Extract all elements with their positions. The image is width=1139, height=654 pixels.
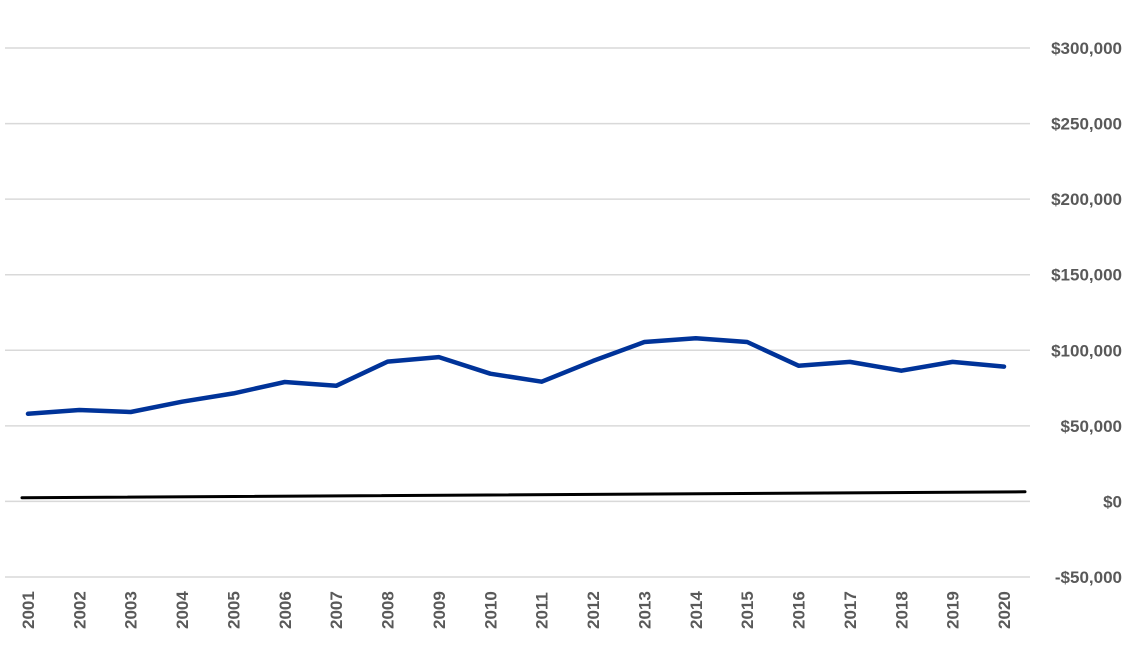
x-tick-label: 2015 — [738, 591, 757, 629]
x-axis-tick-labels: 2001 2002 2003 2004 2005 2006 2007 2008 2009 2010… — [19, 591, 1014, 629]
x-tick-label: 2014 — [687, 591, 706, 629]
x-tick-label: 2016 — [790, 591, 809, 629]
y-tick-label: $50,000 — [1061, 417, 1122, 436]
x-tick-label: 2018 — [892, 591, 911, 629]
y-tick-label: $150,000 — [1051, 266, 1122, 285]
y-axis-tick-labels: $300,000 $250,000 $200,000 $150,000 $100,000… — [1051, 39, 1122, 587]
x-tick-label: 2010 — [481, 591, 500, 629]
x-tick-label: 2004 — [173, 591, 192, 629]
x-tick-label: 2019 — [944, 591, 963, 629]
series-line-blue — [25, 335, 1007, 417]
y-tick-label: $0 — [1103, 492, 1122, 511]
y-tick-label: $100,000 — [1051, 341, 1122, 360]
x-tick-label: 2007 — [327, 591, 346, 629]
x-tick-label: 2008 — [379, 591, 398, 629]
series-line-black — [20, 490, 1027, 500]
series-lines — [20, 335, 1027, 500]
y-tick-label: -$50,000 — [1055, 568, 1122, 587]
gridlines — [5, 47, 1030, 578]
y-tick-label: $300,000 — [1051, 39, 1122, 58]
x-tick-label: 2011 — [533, 592, 552, 629]
x-tick-label: 2017 — [841, 591, 860, 629]
x-tick-label: 2013 — [635, 591, 654, 629]
y-tick-label: $200,000 — [1051, 190, 1122, 209]
x-tick-label: 2002 — [70, 591, 89, 629]
x-tick-label: 2001 — [19, 591, 38, 629]
x-tick-label: 2009 — [430, 591, 449, 629]
x-tick-label: 2003 — [122, 591, 141, 629]
x-tick-label: 2020 — [995, 591, 1014, 629]
x-tick-label: 2005 — [224, 591, 243, 629]
x-tick-label: 2012 — [584, 591, 603, 629]
x-tick-label: 2006 — [276, 591, 295, 629]
y-tick-label: $250,000 — [1051, 115, 1122, 134]
